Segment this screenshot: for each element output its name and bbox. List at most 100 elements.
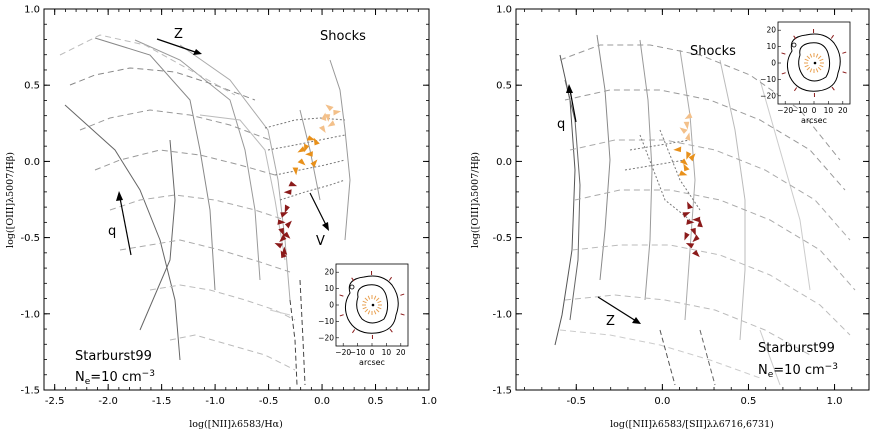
y-tick-label: -1.5 [492, 386, 512, 397]
inset-marker [362, 300, 367, 304]
y-tick-label: 0.0 [496, 157, 512, 168]
z-arrow [597, 296, 641, 324]
inset-marker [817, 66, 822, 71]
z-arrow [156, 38, 202, 55]
model-line [719, 59, 746, 341]
inset-marker [389, 328, 393, 333]
inset-marker [842, 71, 847, 74]
inset-marker [819, 58, 824, 62]
shock-line [274, 159, 346, 176]
inset-contour [813, 61, 817, 65]
inset-contour [371, 303, 375, 307]
q-label: q [557, 117, 565, 132]
inset-marker [351, 329, 356, 334]
inset-x-tick-label: 0 [812, 106, 817, 115]
model-line [559, 44, 841, 161]
data-point [333, 109, 342, 116]
model-line [179, 44, 291, 301]
right-xlabel: log([NII]λ6583/[SII]λλ6716,6731) [610, 419, 774, 430]
inset-marker [373, 295, 377, 300]
data-point [292, 167, 299, 176]
model-line [269, 309, 291, 316]
inset-y-tick-label: 10 [766, 42, 776, 51]
data-point [684, 112, 693, 120]
inset-x-tick-label: 20 [396, 348, 406, 357]
inset-marker [804, 64, 809, 68]
data-point [297, 158, 306, 166]
model-line [699, 329, 716, 386]
data-point [313, 137, 320, 146]
inset-marker [364, 308, 369, 313]
model-line [79, 109, 271, 141]
z-label: Z [606, 314, 615, 329]
data-point [686, 219, 695, 225]
data-point [688, 153, 696, 162]
inset-y-tick-label: −20 [318, 333, 334, 342]
right-ylabel: log([OIII]λ5007/Hβ) [470, 152, 481, 248]
shock-line [267, 134, 346, 151]
inset-marker [806, 66, 811, 71]
model-line [69, 67, 256, 101]
model-line [659, 329, 676, 386]
model-line [571, 244, 851, 336]
y-tick-label: 1.0 [496, 5, 512, 16]
model-line [679, 49, 696, 321]
density-prefix: N [758, 363, 768, 378]
inset-x-tick-label: 10 [382, 348, 392, 357]
data-point [284, 204, 290, 214]
x-tick-label: -2.0 [98, 396, 118, 407]
inset-marker [815, 53, 819, 58]
inset-marker [351, 277, 355, 282]
left-axes: -2.5 -2.0 -1.5 -1.0 -0.5 0.0 0.5 1.0 -1.5 -1.0 -0.… [20, 5, 436, 408]
inset-contour [349, 284, 355, 290]
inset-marker [831, 86, 835, 91]
density-prefix: N [75, 370, 85, 385]
inset-y-tick-label: −10 [318, 317, 334, 326]
data-point [684, 232, 690, 241]
model-line [149, 284, 296, 321]
model-line [759, 329, 781, 386]
inset-marker [842, 51, 847, 54]
y-tick-label: -1.0 [20, 309, 40, 320]
x-tick-label: -1.5 [152, 396, 172, 407]
inset-marker [830, 34, 835, 39]
model-line [569, 139, 851, 241]
x-tick-label: 0.0 [654, 396, 670, 407]
left-model-grid [59, 34, 351, 386]
inset-x-tick-label: −10 [350, 348, 366, 357]
v-arrow [309, 192, 329, 231]
data-point [305, 151, 313, 157]
inset-y-tick-label: 0 [329, 301, 334, 310]
inset-marker [373, 310, 377, 315]
y-tick-label: -0.5 [492, 233, 512, 244]
inset-marker [400, 293, 405, 296]
data-point [324, 114, 331, 122]
inset-marker [793, 87, 798, 92]
y-tick-label: -1.5 [20, 386, 40, 397]
density-value: =10 cm [773, 363, 824, 378]
data-point [304, 143, 310, 153]
inset-marker [367, 310, 371, 315]
data-point [682, 212, 691, 218]
model-line [574, 189, 856, 291]
data-point [284, 220, 292, 229]
data-point [327, 120, 336, 127]
inset-y-tick-label: 20 [766, 26, 776, 35]
data-point [280, 212, 289, 218]
shock-line [264, 117, 346, 129]
left-data-points [274, 104, 342, 259]
inset-y-tick-label: 0 [771, 59, 776, 68]
x-tick-label: 1.0 [421, 396, 437, 407]
density-sub: e [85, 377, 91, 387]
inset-y-tick-label: −20 [760, 91, 776, 100]
inset-marker [793, 35, 797, 40]
inset-marker [339, 294, 344, 297]
data-point [297, 146, 306, 153]
data-point [306, 135, 316, 141]
model-line [639, 39, 653, 301]
model-line [559, 329, 761, 379]
shock-line [639, 134, 691, 221]
inset-marker [388, 276, 393, 281]
shock-line [329, 59, 351, 241]
